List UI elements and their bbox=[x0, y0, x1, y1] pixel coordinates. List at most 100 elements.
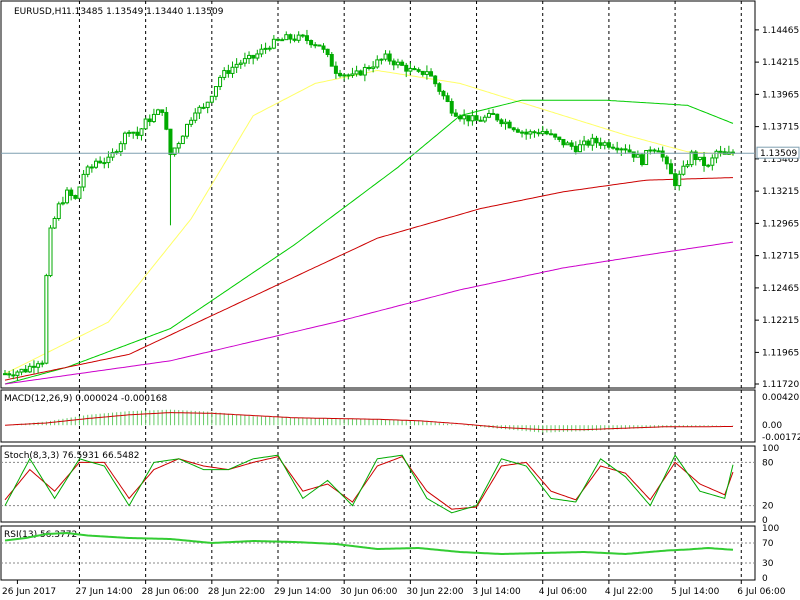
candle-body bbox=[453, 112, 458, 117]
candle-body bbox=[561, 138, 566, 146]
candle-body bbox=[615, 147, 620, 151]
candle-body bbox=[36, 363, 41, 368]
candle-body bbox=[160, 109, 165, 113]
stochastic-panel[interactable]: Stoch(8,3,3) 76.5931 66.5482 100 80 20 0 bbox=[0, 444, 779, 526]
ma-line-3 bbox=[4, 177, 733, 381]
y-tick-label: 1.11965 bbox=[762, 348, 799, 358]
candle-body bbox=[648, 149, 653, 152]
candle-body bbox=[309, 40, 314, 46]
candle-body bbox=[577, 144, 582, 153]
candle-body bbox=[602, 142, 607, 146]
candle-body bbox=[11, 374, 16, 377]
candle-body bbox=[3, 373, 7, 376]
time-axis: 26 Jun 2017 27 Jun 14:00 28 Jun 06:00 28 Ju… bbox=[2, 580, 786, 597]
y-tick-label: 1.14215 bbox=[762, 58, 799, 68]
candle-body bbox=[226, 70, 231, 74]
candle-body bbox=[342, 74, 347, 77]
candle-body bbox=[449, 101, 454, 114]
candle-body bbox=[557, 136, 562, 140]
candle-body bbox=[44, 275, 49, 364]
y-tick-label: 1.13215 bbox=[762, 187, 799, 197]
candle-body bbox=[300, 34, 305, 37]
candle-body bbox=[395, 61, 400, 66]
candle-body bbox=[391, 60, 396, 66]
candle-body bbox=[238, 62, 243, 65]
macd-panel[interactable]: MACD(12,26,9) 0.000024 -0.000168 0.00420… bbox=[0, 389, 800, 443]
candle-body bbox=[387, 53, 392, 62]
candle-body bbox=[60, 202, 65, 205]
candle-body bbox=[201, 106, 206, 109]
candle-body bbox=[532, 131, 537, 134]
candle-body bbox=[677, 173, 682, 187]
ohlc-readout: 1.13485 1.13549 1.13440 1.13509 bbox=[66, 7, 224, 17]
price-panel[interactable]: EURUSD,H1 1.13485 1.13549 1.13440 1.1350… bbox=[0, 0, 800, 390]
candle-body bbox=[89, 166, 94, 169]
candle-body bbox=[259, 48, 264, 55]
candle-body bbox=[189, 119, 194, 125]
candle-body bbox=[668, 163, 673, 175]
candle-body bbox=[689, 151, 694, 166]
candle-body bbox=[590, 137, 595, 146]
candle-body bbox=[673, 173, 678, 187]
candle-body bbox=[135, 131, 140, 136]
candle-body bbox=[503, 121, 508, 125]
candle-body bbox=[404, 64, 409, 72]
candle-body bbox=[102, 162, 107, 165]
candle-body bbox=[445, 95, 450, 103]
price-panel-frame bbox=[0, 0, 756, 389]
candle-body bbox=[172, 147, 177, 155]
candle-body bbox=[48, 227, 53, 277]
candle-body bbox=[412, 68, 417, 71]
candle-body bbox=[598, 142, 603, 146]
y-tick-label: 1.12465 bbox=[762, 284, 799, 294]
candle-body bbox=[635, 154, 640, 158]
candle-body bbox=[180, 135, 185, 145]
y-tick-label: 0 bbox=[762, 574, 768, 584]
candle-body bbox=[631, 151, 636, 158]
bid-price-tag bbox=[756, 146, 800, 159]
y-tick-label: 1.13715 bbox=[762, 123, 799, 133]
candle-body bbox=[313, 44, 318, 47]
candle-body bbox=[321, 45, 326, 50]
candle-body bbox=[520, 131, 525, 134]
candle-body bbox=[176, 143, 181, 149]
candle-body bbox=[685, 164, 690, 167]
candle-body bbox=[213, 86, 218, 97]
candle-body bbox=[346, 74, 351, 77]
ma-line-1 bbox=[4, 69, 734, 375]
candle-body bbox=[110, 151, 115, 158]
candle-body bbox=[354, 70, 359, 75]
candle-body bbox=[424, 71, 429, 75]
candle-body bbox=[486, 112, 491, 118]
candle-body bbox=[288, 34, 293, 40]
candle-body bbox=[536, 132, 541, 135]
candle-body bbox=[255, 53, 260, 59]
candle-body bbox=[515, 129, 520, 133]
candle-body bbox=[94, 160, 98, 168]
macd-y-axis: 0.004207 0.00 -0.001726 bbox=[762, 393, 800, 443]
candle-body bbox=[56, 203, 61, 220]
candle-body bbox=[197, 106, 202, 114]
candle-body bbox=[247, 54, 252, 60]
candle-body bbox=[478, 119, 483, 122]
candle-body bbox=[656, 150, 661, 153]
candle-body bbox=[693, 151, 698, 161]
candle-body bbox=[660, 150, 665, 158]
y-tick-label: 30 bbox=[762, 559, 774, 569]
x-tick-label: 28 Jun 22:00 bbox=[208, 587, 265, 597]
stochastic-main-line bbox=[4, 454, 734, 514]
y-tick-label: 80 bbox=[762, 458, 774, 468]
candle-body bbox=[147, 118, 152, 123]
candle-body bbox=[234, 63, 239, 68]
candle-body bbox=[106, 156, 111, 164]
candle-body bbox=[73, 194, 78, 199]
y-tick-label: 1.12715 bbox=[762, 252, 799, 262]
candle-body bbox=[98, 160, 103, 164]
candle-body bbox=[362, 66, 367, 76]
candle-body bbox=[151, 113, 156, 123]
candle-body bbox=[280, 39, 285, 42]
y-tick-label: 0.00 bbox=[762, 421, 782, 431]
y-tick-label: 100 bbox=[762, 444, 779, 454]
